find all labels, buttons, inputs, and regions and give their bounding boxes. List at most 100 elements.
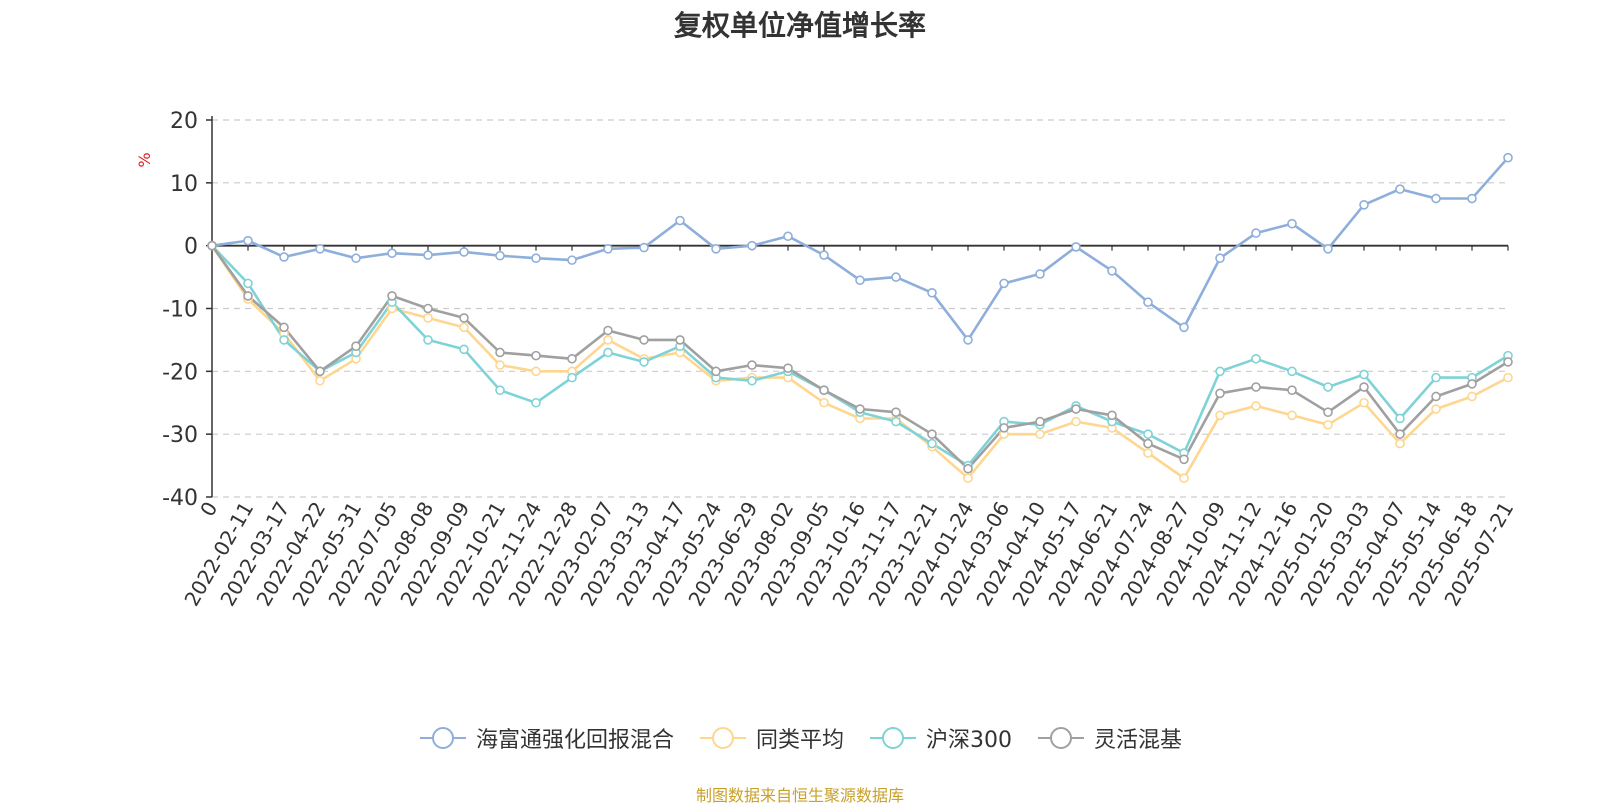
data-point bbox=[279, 335, 289, 345]
data-point bbox=[1107, 410, 1117, 421]
data-point bbox=[927, 438, 937, 449]
legend-item[interactable]: 同类平均 bbox=[698, 722, 844, 754]
legend-swatch-icon bbox=[699, 727, 746, 749]
data-point bbox=[1251, 353, 1261, 364]
data-point bbox=[1071, 404, 1081, 414]
data-point bbox=[1323, 407, 1333, 417]
data-point bbox=[603, 325, 613, 336]
data-point bbox=[999, 423, 1009, 433]
data-point bbox=[1395, 438, 1405, 449]
y-tick-label: 10 bbox=[170, 172, 198, 197]
data-point bbox=[423, 313, 433, 323]
x-tick-label: 0 bbox=[195, 498, 222, 521]
data-point bbox=[963, 463, 973, 474]
data-point bbox=[459, 313, 469, 323]
data-point bbox=[891, 407, 901, 417]
data-point bbox=[1035, 269, 1045, 279]
data-point bbox=[1035, 416, 1045, 427]
data-point bbox=[1251, 228, 1261, 238]
y-tick-label: 20 bbox=[170, 109, 198, 134]
data-point bbox=[1359, 200, 1369, 210]
data-point bbox=[747, 240, 757, 251]
data-point bbox=[423, 303, 433, 314]
data-point bbox=[1431, 372, 1441, 383]
data-point bbox=[819, 250, 829, 260]
data-point bbox=[1359, 397, 1369, 408]
legend-item[interactable]: 灵活混基 bbox=[1036, 722, 1182, 754]
data-point bbox=[1071, 242, 1081, 252]
data-point bbox=[495, 385, 505, 395]
data-point bbox=[1215, 366, 1225, 377]
data-point bbox=[387, 248, 397, 259]
data-point bbox=[603, 347, 613, 358]
legend-label: 沪深300 bbox=[926, 728, 1012, 753]
data-point bbox=[495, 347, 505, 358]
data-point bbox=[351, 341, 361, 352]
y-tick-label: -40 bbox=[162, 486, 198, 511]
legend-item[interactable]: 沪深300 bbox=[868, 722, 1012, 754]
y-tick-label: -20 bbox=[162, 360, 198, 385]
data-point bbox=[1431, 404, 1441, 414]
data-point bbox=[1503, 372, 1513, 383]
data-point bbox=[1395, 413, 1405, 424]
data-point bbox=[675, 215, 685, 226]
data-point bbox=[207, 240, 217, 251]
data-point bbox=[1323, 382, 1333, 392]
data-point bbox=[819, 397, 829, 408]
data-point bbox=[279, 252, 289, 262]
data-point bbox=[1251, 382, 1261, 392]
data-point bbox=[1179, 322, 1189, 333]
data-point bbox=[567, 255, 577, 265]
data-point bbox=[315, 366, 325, 377]
data-point bbox=[1503, 357, 1513, 367]
legend-swatch-icon bbox=[870, 727, 916, 749]
chart-title: 复权单位净值增长率 bbox=[673, 9, 926, 42]
data-point bbox=[1215, 253, 1225, 264]
data-point bbox=[243, 278, 253, 289]
legend-label: 海富通强化回报混合 bbox=[475, 728, 674, 753]
data-point bbox=[459, 247, 469, 257]
data-point bbox=[927, 287, 937, 298]
data-point bbox=[1467, 391, 1477, 402]
data-point bbox=[1287, 366, 1297, 377]
data-point bbox=[315, 244, 325, 254]
data-point bbox=[1323, 419, 1333, 430]
data-point bbox=[855, 275, 865, 286]
data-point bbox=[963, 335, 973, 345]
data-point bbox=[423, 335, 433, 345]
data-point bbox=[1107, 265, 1117, 276]
data-point bbox=[927, 429, 937, 439]
data-point bbox=[891, 416, 901, 427]
data-point bbox=[279, 322, 289, 333]
data-point bbox=[315, 375, 325, 386]
data-point bbox=[639, 357, 649, 367]
data-point bbox=[1143, 438, 1153, 449]
legend-label: 灵活混基 bbox=[1094, 728, 1183, 753]
data-point bbox=[1071, 416, 1081, 427]
data-point bbox=[1179, 473, 1189, 483]
data-point bbox=[531, 350, 541, 361]
data-point bbox=[531, 253, 541, 264]
data-point bbox=[459, 322, 469, 333]
y-tick-label: -30 bbox=[162, 423, 198, 448]
source-note: 制图数据来自恒生聚源数据库 bbox=[695, 786, 904, 805]
data-point bbox=[639, 242, 649, 253]
data-point bbox=[1251, 401, 1261, 411]
data-point bbox=[603, 335, 613, 345]
data-point bbox=[1503, 152, 1513, 163]
data-point bbox=[459, 344, 469, 355]
data-point bbox=[1467, 193, 1477, 204]
data-point bbox=[747, 375, 757, 386]
data-point bbox=[495, 250, 505, 261]
data-point bbox=[1395, 184, 1405, 194]
legend-item[interactable]: 海富通强化回报混合 bbox=[418, 722, 674, 754]
data-point bbox=[1179, 454, 1189, 465]
data-point bbox=[999, 278, 1009, 289]
data-point bbox=[387, 291, 397, 301]
data-point bbox=[1431, 193, 1441, 204]
y-axis-unit-label: % bbox=[135, 152, 154, 167]
data-point bbox=[1035, 429, 1045, 439]
legend-swatch-icon bbox=[1038, 727, 1084, 749]
data-point bbox=[855, 404, 865, 414]
